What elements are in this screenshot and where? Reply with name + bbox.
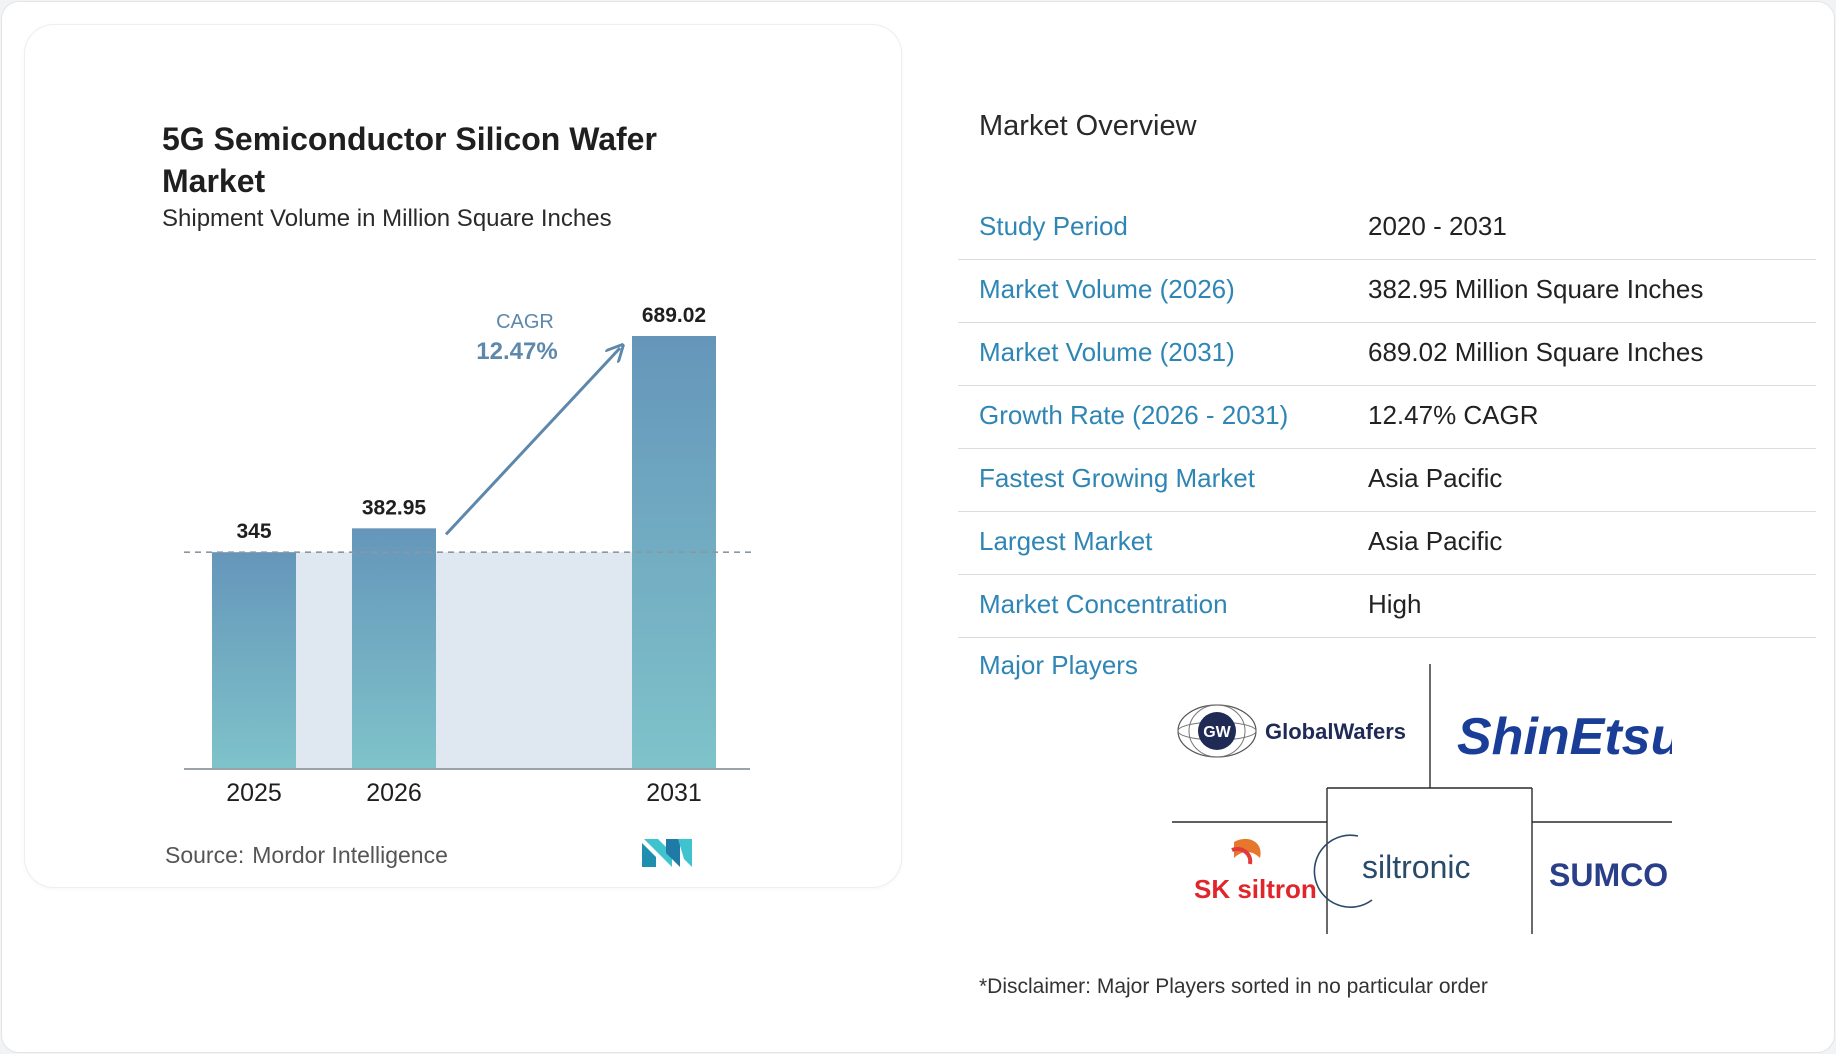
- overview-row-value: 382.95 Million Square Inches: [1368, 274, 1704, 304]
- x-tick-label: 2031: [646, 779, 702, 807]
- player-name-globalwafers: GlobalWafers: [1265, 719, 1406, 744]
- bar-chart: 345 2025 382.95 2026 689.02 2031 CAGR 12.47%: [184, 304, 752, 807]
- cagr-arrow: [444, 348, 620, 536]
- x-tick-label: 2026: [366, 779, 422, 807]
- sumco-logo: SUMCO: [1549, 857, 1668, 893]
- overview-row-value: Asia Pacific: [1368, 463, 1503, 493]
- overview-row: Market Volume (2031) 689.02 Million Squar…: [958, 323, 1816, 386]
- svg-text:GW: GW: [1203, 724, 1231, 741]
- cagr-label: CAGR: [496, 311, 554, 333]
- player-name-siltronic: siltronic: [1362, 849, 1470, 885]
- overview-row-label: Largest Market: [979, 526, 1153, 556]
- overview-row: Market Volume (2026) 382.95 Million Squar…: [958, 260, 1816, 323]
- bar-2025: [212, 552, 296, 769]
- chart-title: 5G Semiconductor Silicon Wafer Market: [162, 121, 657, 199]
- shinetsu-logo: ShinEtsu: [1457, 708, 1672, 766]
- major-players-grid: GW GlobalWafers ShinEtsu SK siltron silt…: [1172, 664, 1672, 934]
- overview-row-value: 2020 - 2031: [1368, 211, 1507, 241]
- overview-row-label: Market Concentration: [979, 589, 1228, 619]
- sk-siltron-logo: SK siltron: [1194, 838, 1317, 904]
- overview-title: Market Overview: [979, 110, 1197, 142]
- overview-row-value: High: [1368, 589, 1422, 619]
- bar-2026: [352, 528, 436, 769]
- cagr-value: 12.47%: [476, 338, 557, 365]
- market-overview-table: Study Period 2020 - 2031 Market Volume (20…: [958, 197, 1816, 638]
- overview-row-value: 689.02 Million Square Inches: [1368, 337, 1704, 367]
- overview-row-label: Fastest Growing Market: [979, 463, 1255, 493]
- overview-row-value: Asia Pacific: [1368, 526, 1503, 556]
- chart-subtitle: Shipment Volume in Million Square Inches: [162, 205, 612, 232]
- source-label: Source:: [165, 842, 245, 868]
- siltronic-logo: siltronic: [1313, 834, 1470, 908]
- reference-area: [254, 552, 674, 769]
- x-tick-label: 2025: [226, 779, 282, 807]
- overview-row-label: Growth Rate (2026 - 2031): [979, 400, 1289, 430]
- overview-row: Largest Market Asia Pacific: [958, 512, 1816, 575]
- globalwafers-logo: GW GlobalWafers: [1177, 704, 1406, 758]
- major-players-label: Major Players: [979, 650, 1138, 680]
- player-name-sumco: SUMCO: [1549, 857, 1668, 893]
- overview-row: Market Concentration High: [958, 575, 1816, 638]
- player-name-shinetsu: ShinEtsu: [1457, 708, 1672, 766]
- bar-value-label: 382.95: [362, 496, 427, 519]
- overview-row-value: 12.47% CAGR: [1368, 400, 1539, 430]
- overview-row-label: Study Period: [979, 211, 1128, 241]
- player-name-sk-siltron: SK siltron: [1194, 874, 1317, 904]
- bar-value-label: 345: [236, 520, 271, 543]
- source-value: Mordor Intelligence: [252, 842, 448, 868]
- overview-row: Study Period 2020 - 2031: [958, 197, 1816, 260]
- disclaimer: *Disclaimer: Major Players sorted in no …: [979, 975, 1488, 998]
- overview-row: Fastest Growing Market Asia Pacific: [958, 449, 1816, 512]
- overview-row-label: Market Volume (2026): [979, 274, 1235, 304]
- overview-row-label: Market Volume (2031): [979, 337, 1235, 367]
- bar-value-label: 689.02: [642, 304, 706, 327]
- mordor-intelligence-logo-icon: [642, 839, 692, 867]
- source-note: Source: Mordor Intelligence: [165, 842, 448, 869]
- overview-row: Growth Rate (2026 - 2031) 12.47% CAGR: [958, 386, 1816, 449]
